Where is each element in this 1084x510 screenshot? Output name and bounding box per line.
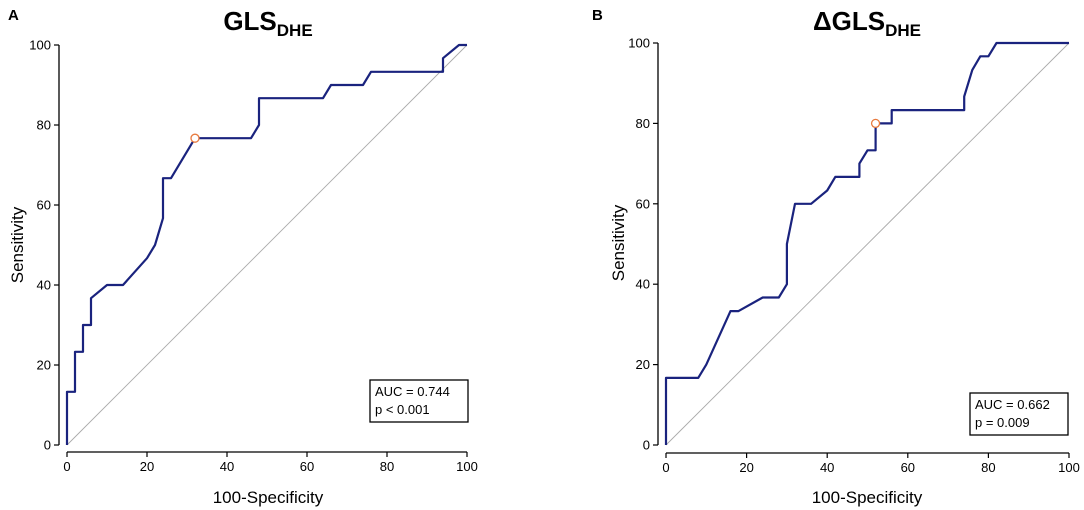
annotation-box: AUC = 0.744 p < 0.001 xyxy=(369,379,469,423)
y-tick-label: 100 xyxy=(29,38,51,53)
auc-text: AUC = 0.662 xyxy=(975,397,1050,412)
chart-title-main: ΔGLS xyxy=(813,6,885,36)
x-tick-label: 40 xyxy=(220,459,234,474)
y-tick-label: 40 xyxy=(636,277,650,292)
x-axis-label: 100-Specificity xyxy=(812,488,923,507)
chart-title: GLSDHE xyxy=(223,6,312,40)
x-tick-label: 20 xyxy=(140,459,154,474)
y-tick-label: 80 xyxy=(37,118,51,133)
chart-title-subscript: DHE xyxy=(277,21,313,40)
x-tick-label: 40 xyxy=(820,460,834,475)
p-value-text: p = 0.009 xyxy=(975,415,1030,430)
y-tick-label: 80 xyxy=(636,116,650,131)
annotation-frame xyxy=(369,379,469,423)
optimal-point-marker xyxy=(190,133,200,143)
x-tick-label: 80 xyxy=(380,459,394,474)
y-tick-label: 0 xyxy=(44,438,51,453)
annotation-frame xyxy=(969,392,1069,436)
roc-chart-a: A GLSDHE 0 20 40 60 80 100 0 20 40 60 80 100 100-Sp… xyxy=(8,6,478,507)
x-tick-label: 60 xyxy=(300,459,314,474)
chart-title-main: GLS xyxy=(223,6,276,36)
roc-panel-b: B ΔGLSDHE 0 20 40 60 80 100 0 20 40 60 80 100 100-S… xyxy=(542,0,1084,510)
roc-panel-a: A GLSDHE 0 20 40 60 80 100 0 20 40 60 80 100 100-Sp… xyxy=(8,6,478,507)
x-tick-label: 0 xyxy=(63,459,70,474)
panel-label: A xyxy=(8,7,19,24)
x-tick-label: 0 xyxy=(662,460,669,475)
chart-title: ΔGLSDHE xyxy=(813,6,921,40)
reference-line xyxy=(66,44,468,446)
y-tick-label: 40 xyxy=(37,278,51,293)
roc-chart-b: B ΔGLSDHE 0 20 40 60 80 100 0 20 40 60 80 100 100-S… xyxy=(592,6,1080,507)
y-axis-label: Sensitivity xyxy=(609,204,628,281)
optimal-point-marker xyxy=(870,118,881,129)
y-tick-label: 20 xyxy=(636,357,650,372)
y-tick-label: 0 xyxy=(643,438,650,453)
y-tick-label: 60 xyxy=(636,196,650,211)
chart-title-subscript: DHE xyxy=(885,21,921,40)
x-tick-label: 100 xyxy=(1058,460,1080,475)
roc-curve xyxy=(65,43,467,445)
y-tick-label: 100 xyxy=(628,36,650,51)
x-tick-label: 80 xyxy=(981,460,995,475)
plot-area: 0 20 40 60 80 100 0 20 40 60 80 100 xyxy=(628,36,1080,476)
plot-area: 0 20 40 60 80 100 0 20 40 60 80 100 xyxy=(29,38,478,475)
reference-line xyxy=(665,42,1070,446)
y-tick-label: 60 xyxy=(37,198,51,213)
x-tick-label: 60 xyxy=(901,460,915,475)
x-axis-label: 100-Specificity xyxy=(213,488,324,507)
y-tick-label: 20 xyxy=(37,358,51,373)
x-tick-label: 20 xyxy=(739,460,753,475)
annotation-box: AUC = 0.662 p = 0.009 xyxy=(969,392,1069,436)
auc-text: AUC = 0.744 xyxy=(375,384,450,399)
panel-label: B xyxy=(592,7,603,24)
roc-curve xyxy=(664,41,1069,445)
x-tick-label: 100 xyxy=(456,459,478,474)
y-axis-label: Sensitivity xyxy=(8,206,27,283)
p-value-text: p < 0.001 xyxy=(375,402,430,417)
